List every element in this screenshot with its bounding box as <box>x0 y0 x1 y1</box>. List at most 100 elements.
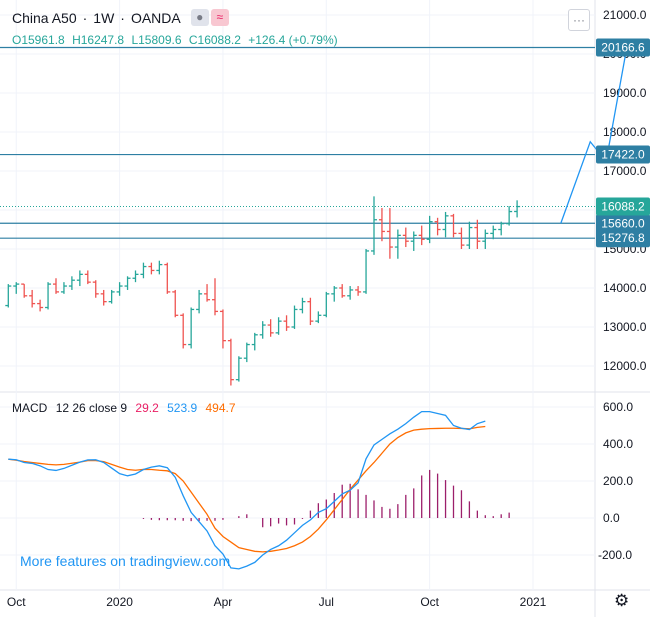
ohlc-bar <box>466 221 473 249</box>
ohlc-bar <box>363 249 370 294</box>
macd-line-value: 523.9 <box>167 401 198 415</box>
macd-params: 12 26 close 9 <box>55 401 128 415</box>
ohlc-bar <box>53 278 59 294</box>
ohlc-bar <box>188 307 195 349</box>
wave-icon[interactable]: ≈ <box>210 9 229 26</box>
macd-hist-value: 29.2 <box>135 401 159 415</box>
ohlc-bar <box>450 213 457 238</box>
ohlc-bar <box>180 313 187 349</box>
ohlc-bar <box>84 270 91 285</box>
ohlc-bar <box>402 227 409 248</box>
ohlc-bar <box>347 286 354 300</box>
ohlc-bar <box>124 276 131 290</box>
time-axis-tick: Jul <box>319 595 334 609</box>
price-axis-tick: 17000.0 <box>603 164 647 178</box>
separator-dot: · <box>120 9 125 26</box>
ohlc-bar <box>442 211 449 238</box>
level-price-label: 20166.6 <box>601 41 645 55</box>
level-price-label: 15276.8 <box>601 231 645 245</box>
ohlc-bar <box>235 356 242 382</box>
more-dots-icon: ··· <box>573 13 585 27</box>
ohlc-bar <box>251 332 258 351</box>
ohlc-low: L15809.6 <box>131 33 182 47</box>
time-axis-tick: 2020 <box>106 595 133 609</box>
macd-axis-tick: 400.0 <box>603 437 633 451</box>
symbol-legend[interactable]: China A50 · 1W · OANDA ● ≈ <box>12 9 229 26</box>
ohlc-bar <box>100 289 107 306</box>
ohlc-bar <box>426 215 433 244</box>
ohlc-bar <box>68 276 75 290</box>
more-options-button[interactable]: ··· <box>568 9 590 31</box>
macd-legend[interactable]: MACD 12 26 close 9 29.2 523.9 494.7 <box>12 401 241 415</box>
ohlc-bar <box>92 280 99 298</box>
ohlc-close: C16088.2 <box>188 33 241 47</box>
ohlc-bar <box>116 282 123 296</box>
last-price-label: 16088.2 <box>601 200 645 214</box>
macd-signal-value: 494.7 <box>205 401 236 415</box>
ohlc-bar <box>490 225 497 240</box>
level-price-label: 15660.0 <box>601 216 645 230</box>
ohlc-bar <box>331 286 338 302</box>
ohlc-legend: O15961.8 H16247.8 L15809.6 C16088.2 +126… <box>12 33 342 47</box>
time-axis-tick: Apr <box>214 595 233 609</box>
ohlc-bar <box>307 297 314 326</box>
price-axis-tick: 18000.0 <box>603 125 647 139</box>
ohlc-bar <box>21 283 28 298</box>
gear-icon[interactable]: ⚙ <box>614 591 630 610</box>
interval-label[interactable]: 1W <box>93 9 115 26</box>
ohlc-bar <box>498 221 505 236</box>
indicator-dot-icon[interactable]: ● <box>190 9 209 26</box>
watermark-link[interactable]: More features on tradingview.com <box>20 553 231 569</box>
ohlc-bar <box>378 208 385 242</box>
ohlc-high: H16247.8 <box>72 33 125 47</box>
broker-label: OANDA <box>130 9 181 26</box>
ohlc-open: O15961.8 <box>12 33 65 47</box>
ohlc-bar <box>299 297 306 314</box>
ohlc-bar <box>45 282 52 310</box>
ohlc-bar <box>275 317 282 335</box>
macd-axis-tick: -200.0 <box>598 548 632 562</box>
macd-line <box>8 410 486 570</box>
separator-dot: · <box>82 9 88 26</box>
ohlc-bar <box>148 262 155 275</box>
ohlc-bar <box>418 225 425 246</box>
ohlc-bar <box>132 270 139 283</box>
price-axis-tick: 19000.0 <box>603 86 647 100</box>
macd-axis-tick: 0.0 <box>603 511 620 525</box>
ohlc-bar <box>140 262 147 279</box>
ohlc-bar <box>37 299 44 312</box>
ohlc-bar <box>212 278 218 316</box>
level-price-label-bg <box>596 38 650 57</box>
ohlc-bar <box>156 260 163 275</box>
symbol-name[interactable]: China A50 <box>12 9 77 26</box>
ohlc-bar <box>76 270 83 287</box>
ohlc-bar <box>196 289 203 314</box>
ohlc-bar <box>13 282 20 294</box>
ohlc-bar <box>474 219 481 249</box>
ohlc-bar <box>458 227 465 249</box>
last-price-label-bg <box>596 197 650 216</box>
ohlc-bar <box>394 229 401 259</box>
ohlc-bar <box>506 206 513 226</box>
price-axis-tick: 21000.0 <box>603 8 647 22</box>
ohlc-bar <box>291 305 298 329</box>
price-axis-tick: 13000.0 <box>603 320 647 334</box>
ohlc-change: +126.4 (+0.79%) <box>248 33 338 47</box>
ohlc-bar <box>204 284 211 302</box>
ohlc-bar <box>29 289 36 308</box>
macd-axis-tick: 200.0 <box>603 474 633 488</box>
level-price-label-bg <box>596 214 650 233</box>
macd-name: MACD <box>12 401 48 415</box>
ohlc-bar <box>315 311 322 324</box>
ohlc-bar <box>5 284 12 308</box>
ohlc-bar <box>339 284 346 298</box>
ohlc-bar <box>482 229 489 249</box>
ohlc-bar <box>164 262 171 294</box>
time-axis-tick: Oct <box>420 595 439 609</box>
ohlc-bar <box>371 196 377 255</box>
macd-axis-tick: 600.0 <box>603 400 633 414</box>
time-axis-tick: Oct <box>7 595 26 609</box>
ohlc-bar <box>243 342 250 363</box>
